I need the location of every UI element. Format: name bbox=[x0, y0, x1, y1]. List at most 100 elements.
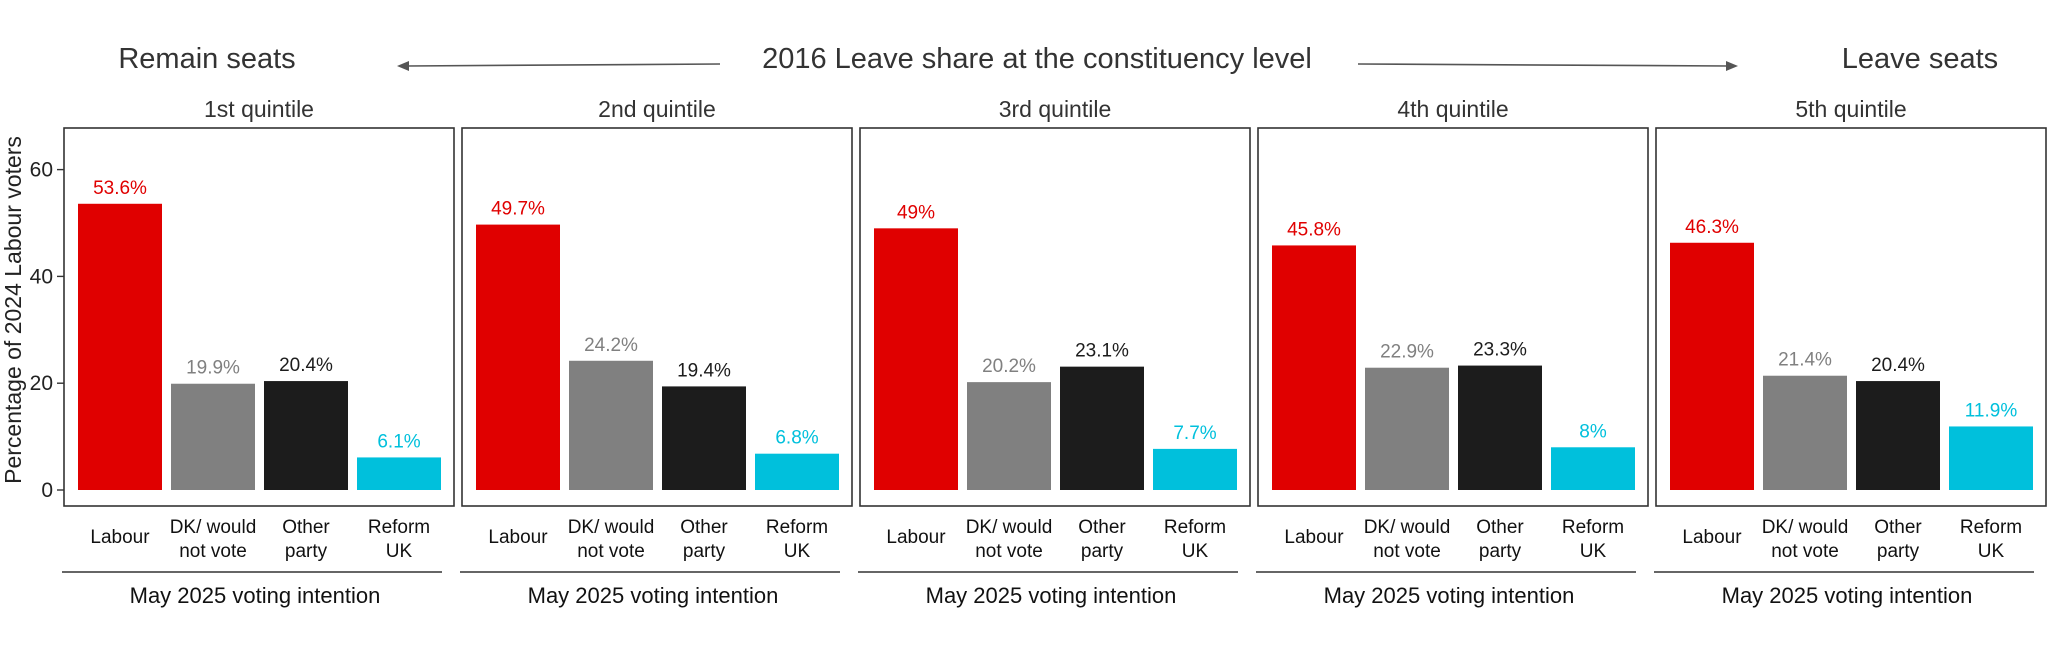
y-axis: 0 20 40 60 bbox=[30, 159, 64, 502]
category-label: DK/ would bbox=[1364, 517, 1451, 538]
data-label: 49.7% bbox=[491, 199, 545, 220]
panel-frame bbox=[1257, 127, 1649, 507]
panel-title: 4th quintile bbox=[1397, 96, 1508, 122]
category-label: DK/ would bbox=[568, 517, 655, 538]
panel-title: 1st quintile bbox=[204, 96, 314, 122]
bar-dk-would-not-vote bbox=[171, 383, 255, 490]
data-label: 45.8% bbox=[1287, 219, 1341, 240]
bar-reform-uk bbox=[1153, 448, 1237, 490]
category-label: Labour bbox=[1284, 527, 1344, 548]
panel-frame bbox=[1655, 127, 2047, 507]
bar-labour bbox=[1272, 245, 1356, 490]
bar-other-party bbox=[1856, 381, 1940, 490]
x-axis-title: May 2025 voting intention bbox=[1324, 583, 1575, 608]
bar-dk-would-not-vote bbox=[1365, 367, 1449, 490]
panel-quintile-3: 3rd quintile 49% Labour 20.2% DK/ would not v… bbox=[858, 96, 1251, 608]
leave-share-title: 2016 Leave share at the constituency lev… bbox=[762, 43, 1312, 75]
data-label: 19.9% bbox=[186, 358, 240, 379]
panel-title: 3rd quintile bbox=[999, 96, 1112, 122]
panel-frame bbox=[859, 127, 1251, 507]
bar-labour bbox=[476, 224, 560, 491]
data-label: 53.6% bbox=[93, 178, 147, 199]
bar-other-party bbox=[264, 381, 348, 490]
data-label: 23.1% bbox=[1075, 341, 1129, 362]
category-label: not vote bbox=[1771, 541, 1839, 562]
panel-quintile-2: 2nd quintile 49.7% Labour 24.2% DK/ would not… bbox=[460, 96, 853, 608]
category-label: Labour bbox=[1682, 527, 1742, 548]
category-label: Reform bbox=[1164, 517, 1226, 538]
panel-title: 2nd quintile bbox=[598, 96, 716, 122]
bar-other-party bbox=[662, 386, 746, 490]
y-tick-label: 40 bbox=[30, 265, 53, 288]
bar-dk-would-not-vote bbox=[967, 382, 1051, 490]
panel-quintile-1: 1st quintile 53.6% Labour 19.9% DK/ would not… bbox=[62, 96, 455, 608]
category-label: party bbox=[683, 541, 726, 562]
category-label: Labour bbox=[886, 527, 946, 548]
data-label: 20.2% bbox=[982, 356, 1036, 377]
bar-labour bbox=[1670, 242, 1754, 490]
data-label: 46.3% bbox=[1685, 217, 1739, 238]
category-label: Reform bbox=[1562, 517, 1624, 538]
data-label: 23.3% bbox=[1473, 340, 1527, 361]
category-label: DK/ would bbox=[966, 517, 1053, 538]
panel-frame bbox=[63, 127, 455, 507]
data-label: 24.2% bbox=[584, 335, 638, 356]
data-label: 6.8% bbox=[775, 428, 818, 449]
panel-quintile-5: 5th quintile 46.3% Labour 21.4% DK/ would not… bbox=[1654, 96, 2047, 608]
category-label: DK/ would bbox=[1762, 517, 1849, 538]
category-label: Other bbox=[1078, 517, 1126, 538]
category-label: UK bbox=[1580, 541, 1607, 562]
category-label: Other bbox=[1476, 517, 1524, 538]
panels: 1st quintile 53.6% Labour 19.9% DK/ would not… bbox=[62, 96, 2047, 608]
panel-quintile-4: 4th quintile 45.8% Labour 22.9% DK/ would not… bbox=[1256, 96, 1649, 608]
category-label: party bbox=[285, 541, 328, 562]
x-axis-title: May 2025 voting intention bbox=[1722, 583, 1973, 608]
category-label: Reform bbox=[766, 517, 828, 538]
right-arrow bbox=[1357, 61, 1738, 71]
y-tick-label: 60 bbox=[30, 159, 53, 182]
category-label: UK bbox=[386, 541, 413, 562]
category-label: party bbox=[1877, 541, 1920, 562]
category-label: Other bbox=[1874, 517, 1922, 538]
bar-reform-uk bbox=[357, 457, 441, 490]
data-label: 6.1% bbox=[377, 431, 420, 452]
x-axis-title: May 2025 voting intention bbox=[130, 583, 381, 608]
bar-labour bbox=[874, 228, 958, 490]
bar-reform-uk bbox=[755, 453, 839, 490]
category-label: Other bbox=[282, 517, 330, 538]
y-axis-title: Percentage of 2024 Labour voters bbox=[0, 136, 26, 484]
category-label: Labour bbox=[90, 527, 150, 548]
bar-labour bbox=[78, 203, 162, 490]
category-label: UK bbox=[1978, 541, 2005, 562]
x-axis-title: May 2025 voting intention bbox=[528, 583, 779, 608]
y-tick-label: 0 bbox=[41, 479, 53, 502]
panel-frame bbox=[461, 127, 853, 507]
x-axis-title: May 2025 voting intention bbox=[926, 583, 1177, 608]
data-label: 21.4% bbox=[1778, 350, 1832, 371]
data-label: 20.4% bbox=[1871, 355, 1925, 376]
category-label: Reform bbox=[368, 517, 430, 538]
bar-reform-uk bbox=[1949, 426, 2033, 490]
y-tick-label: 20 bbox=[30, 372, 53, 395]
category-label: not vote bbox=[179, 541, 247, 562]
category-label: Other bbox=[680, 517, 728, 538]
data-label: 19.4% bbox=[677, 360, 731, 381]
category-label: Labour bbox=[488, 527, 548, 548]
category-label: not vote bbox=[975, 541, 1043, 562]
category-label: DK/ would bbox=[170, 517, 257, 538]
bar-reform-uk bbox=[1551, 447, 1635, 490]
data-label: 8% bbox=[1579, 421, 1607, 442]
data-label: 49% bbox=[897, 202, 935, 223]
category-label: party bbox=[1479, 541, 1522, 562]
data-label: 11.9% bbox=[1965, 400, 2018, 421]
data-label: 22.9% bbox=[1380, 342, 1434, 363]
panel-title: 5th quintile bbox=[1795, 96, 1906, 122]
data-label: 20.4% bbox=[279, 355, 333, 376]
remain-seats-label: Remain seats bbox=[118, 43, 295, 75]
bar-dk-would-not-vote bbox=[569, 360, 653, 490]
left-arrow bbox=[397, 61, 721, 71]
bar-other-party bbox=[1458, 365, 1542, 490]
category-label: Reform bbox=[1960, 517, 2022, 538]
